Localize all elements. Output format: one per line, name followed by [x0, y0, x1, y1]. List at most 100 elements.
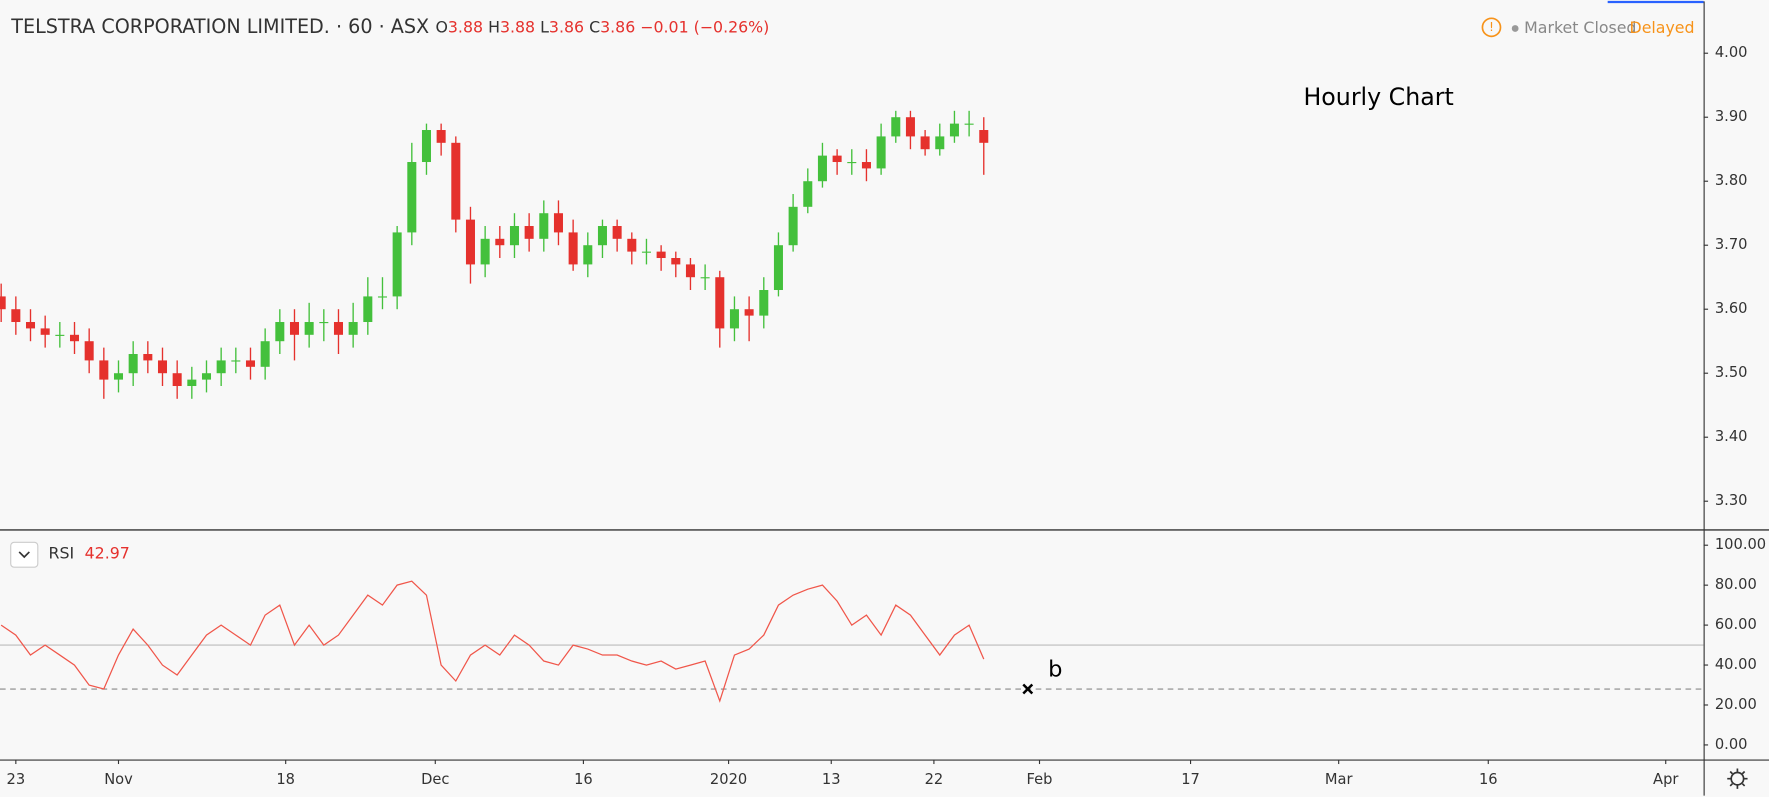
y-tick-label: 3.70: [1715, 236, 1748, 253]
symbol: TELSTRA CORPORATION LIMITED. · 60 · ASX: [10, 15, 429, 38]
x-tick-label: 13: [822, 771, 841, 788]
y-tick-label: 20.00: [1715, 696, 1757, 713]
y-tick-label: 3.80: [1715, 172, 1748, 189]
candle-body: [920, 136, 930, 150]
candle-body: [421, 130, 431, 163]
annotation-marker: [1022, 683, 1034, 695]
candle-body: [597, 226, 607, 246]
settings-icon[interactable]: [1727, 768, 1748, 789]
rsi-line: [0, 580, 985, 703]
candle-body: [905, 117, 915, 137]
candle-body: [69, 334, 80, 342]
candle-body: [187, 379, 197, 387]
candle-body: [979, 130, 989, 143]
change: −0.01 (−0.26%): [640, 17, 769, 36]
candle-body: [700, 277, 710, 279]
candle-body: [685, 264, 695, 278]
candle-body: [231, 360, 241, 362]
y-tick-label: 40.00: [1715, 656, 1757, 673]
y-tick-label: 3.60: [1715, 300, 1748, 317]
candle-body: [847, 162, 857, 164]
x-tick-label: Dec: [421, 771, 449, 788]
y-tick-label: 3.40: [1715, 428, 1748, 445]
candle-body: [553, 213, 563, 233]
candle-body: [773, 245, 783, 291]
x-tick-label: Mar: [1325, 771, 1354, 788]
candle-body: [436, 130, 446, 143]
chart-title: Hourly Chart: [1304, 83, 1454, 111]
candle-body: [451, 142, 461, 220]
candle-body: [260, 341, 270, 367]
candle-body: [568, 232, 578, 265]
collapse-button[interactable]: [10, 541, 39, 568]
y-tick-label: 3.30: [1715, 492, 1748, 509]
candle-body: [480, 238, 490, 265]
x-tick-label: 2020: [710, 771, 747, 788]
ohlc-value: 3.86: [600, 17, 635, 36]
x-tick-label: 18: [276, 771, 295, 788]
y-tick-label: 3.90: [1715, 108, 1748, 125]
candle-body: [55, 334, 65, 336]
x-tick-label: Apr: [1653, 771, 1679, 788]
candle-body: [377, 296, 387, 298]
candle-body: [25, 322, 36, 329]
status-dot: [1511, 25, 1519, 32]
ohlc-value: 3.86: [549, 17, 584, 36]
candle-body: [949, 123, 959, 137]
warning-icon[interactable]: [1481, 17, 1502, 38]
chevron: [18, 551, 30, 559]
candle-body: [583, 245, 593, 265]
candle-body: [304, 322, 314, 335]
candle-body: [935, 136, 945, 150]
ohlc-value: 3.88: [448, 17, 483, 36]
ohlc-legend: O3.88 H3.88 L3.86 C3.86 −0.01 (−0.26%): [435, 17, 769, 36]
candle-body: [612, 226, 622, 239]
candle-body: [201, 373, 212, 380]
y-tick-label: 4.00: [1715, 44, 1748, 61]
candle-body: [495, 238, 505, 246]
warning-glyph: !: [1489, 19, 1494, 34]
candle-body: [11, 309, 21, 323]
candle-body: [524, 226, 534, 239]
y-tick-label: 0.00: [1715, 736, 1748, 753]
candle-body: [40, 328, 50, 335]
candle-body: [715, 277, 725, 329]
delayed: Delayed: [1630, 18, 1695, 37]
candle-body: [319, 322, 329, 324]
candle-body: [744, 309, 754, 316]
y-tick-label: 3.50: [1715, 364, 1748, 381]
candle-body: [245, 360, 256, 367]
annotation-label: b: [1048, 656, 1062, 682]
candle-body: [465, 219, 475, 265]
candle-body: [817, 155, 827, 182]
candle-body: [157, 360, 168, 374]
candle-body: [84, 341, 94, 361]
gear: [1730, 771, 1745, 786]
x-tick-label: 22: [925, 771, 944, 788]
candle-body: [99, 360, 109, 380]
y-tick-label: 100.00: [1715, 536, 1766, 553]
gear-teeth: [1727, 768, 1748, 789]
candle-body: [0, 296, 6, 310]
ohlc-label: O: [435, 17, 447, 36]
indicator-value: 42.97: [85, 544, 130, 563]
x-tick-label: 16: [574, 771, 593, 788]
candle-body: [392, 232, 402, 297]
candle-body: [172, 373, 182, 387]
indicator-name: RSI: [49, 544, 75, 563]
candle-body: [407, 162, 417, 233]
x-tick-label: 16: [1479, 771, 1498, 788]
ohlc-label: L: [540, 17, 549, 36]
candle-body: [143, 354, 153, 361]
candle-body: [363, 296, 373, 323]
candle-body: [539, 213, 549, 239]
x-tick-label: 17: [1181, 771, 1200, 788]
candle-body: [729, 309, 739, 329]
candle-body: [861, 162, 871, 169]
candle-body: [759, 290, 769, 316]
candle-body: [803, 181, 813, 207]
y-tick-label: 80.00: [1715, 576, 1757, 593]
